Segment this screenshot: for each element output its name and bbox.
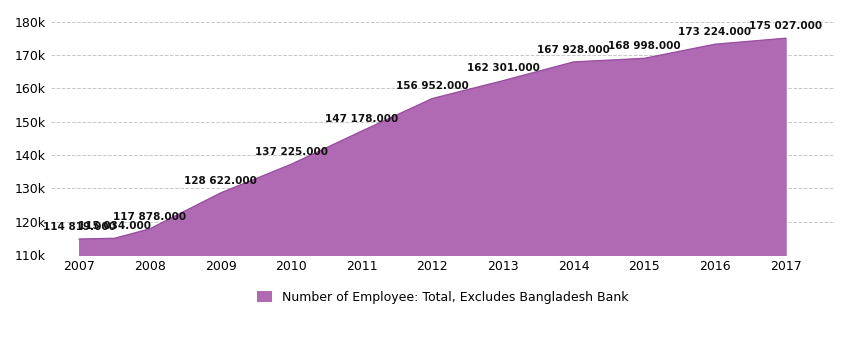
- Text: 162 301.000: 162 301.000: [467, 63, 540, 73]
- Legend: Number of Employee: Total, Excludes Bangladesh Bank: Number of Employee: Total, Excludes Bang…: [252, 286, 634, 309]
- Text: 167 928.000: 167 928.000: [537, 44, 610, 55]
- Text: 173 224.000: 173 224.000: [678, 27, 751, 37]
- Text: 128 622.000: 128 622.000: [184, 176, 257, 186]
- Text: 147 178.000: 147 178.000: [326, 114, 399, 124]
- Text: 156 952.000: 156 952.000: [396, 81, 468, 91]
- Text: 114 819.000: 114 819.000: [42, 222, 116, 232]
- Text: 115 034.000: 115 034.000: [78, 221, 151, 231]
- Text: 117 878.000: 117 878.000: [113, 211, 186, 222]
- Text: 168 998.000: 168 998.000: [608, 41, 681, 51]
- Text: 137 225.000: 137 225.000: [255, 147, 327, 157]
- Text: 175 027.000: 175 027.000: [749, 21, 822, 31]
